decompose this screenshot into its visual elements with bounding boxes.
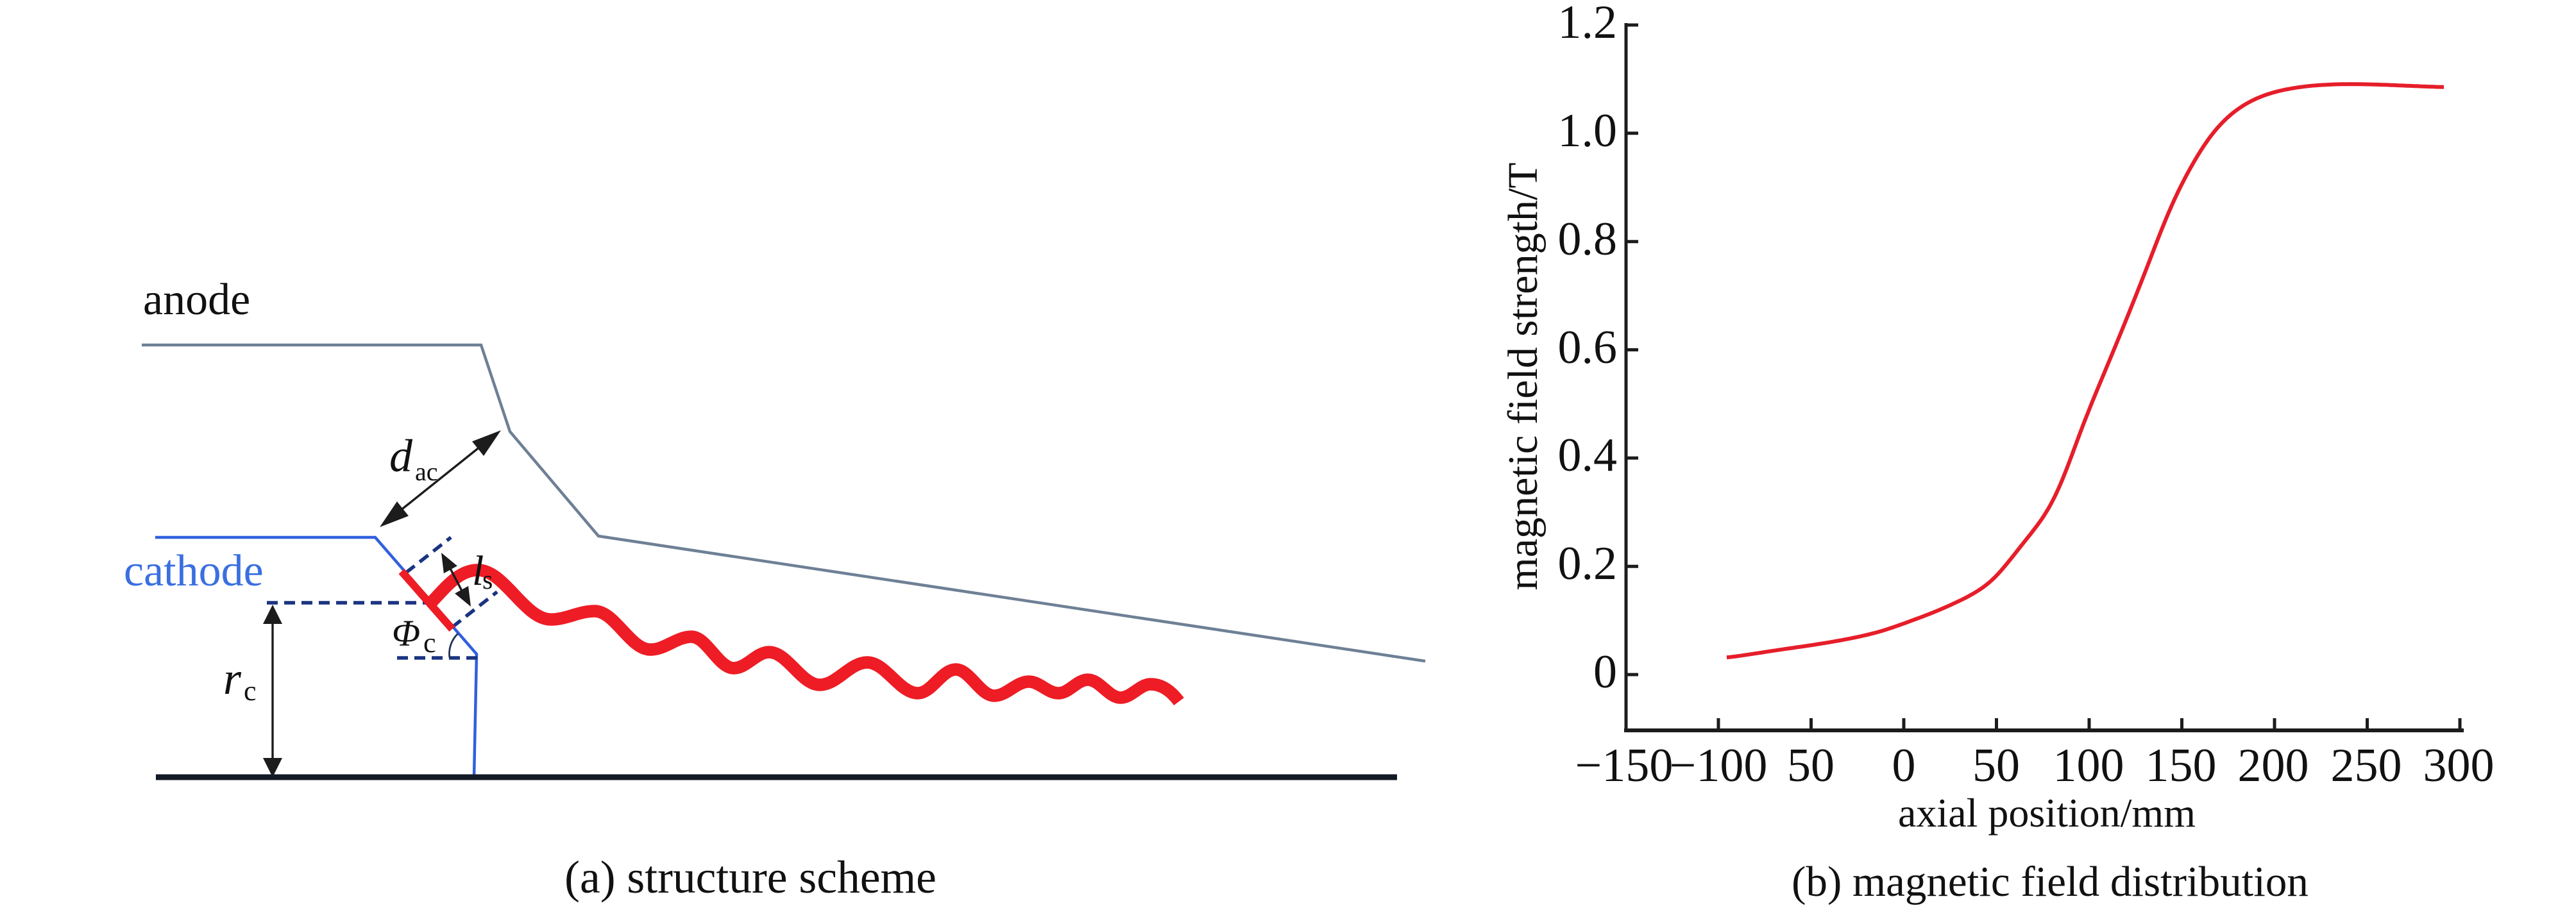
svg-text:300: 300 [2423, 739, 2495, 792]
svg-text:50: 50 [1972, 739, 2020, 792]
svg-text:0.2: 0.2 [1558, 537, 1618, 590]
svg-text:(a) structure scheme: (a) structure scheme [564, 852, 936, 903]
svg-text:magnetic field strength/T: magnetic field strength/T [1500, 162, 1546, 590]
svg-text:s: s [482, 566, 493, 595]
svg-text:0.6: 0.6 [1558, 321, 1618, 374]
svg-text:Φ: Φ [392, 612, 420, 654]
svg-text:d: d [389, 430, 413, 482]
svg-text:0.4: 0.4 [1558, 429, 1618, 482]
svg-text:1.0: 1.0 [1558, 105, 1618, 157]
svg-text:anode: anode [143, 275, 250, 324]
svg-text:1.2: 1.2 [1558, 0, 1618, 49]
svg-text:axial position/mm: axial position/mm [1898, 790, 2196, 836]
svg-text:150: 150 [2146, 739, 2217, 792]
svg-text:(b) magnetic field distributio: (b) magnetic field distribution [1792, 858, 2309, 905]
svg-text:0: 0 [1892, 739, 1916, 792]
svg-text:200: 200 [2238, 739, 2309, 792]
svg-text:−100: −100 [1670, 739, 1768, 792]
svg-text:250: 250 [2331, 739, 2402, 792]
svg-text:100: 100 [2053, 739, 2124, 792]
svg-text:c: c [244, 675, 257, 707]
svg-text:0.8: 0.8 [1558, 213, 1618, 265]
svg-text:0: 0 [1593, 646, 1617, 698]
svg-text:r: r [223, 653, 242, 704]
svg-text:−150: −150 [1575, 739, 1674, 792]
svg-text:cathode: cathode [124, 546, 264, 596]
svg-text:l: l [472, 548, 484, 594]
svg-text:50: 50 [1787, 739, 1835, 792]
svg-text:c: c [423, 627, 436, 659]
svg-text:ac: ac [415, 457, 438, 486]
